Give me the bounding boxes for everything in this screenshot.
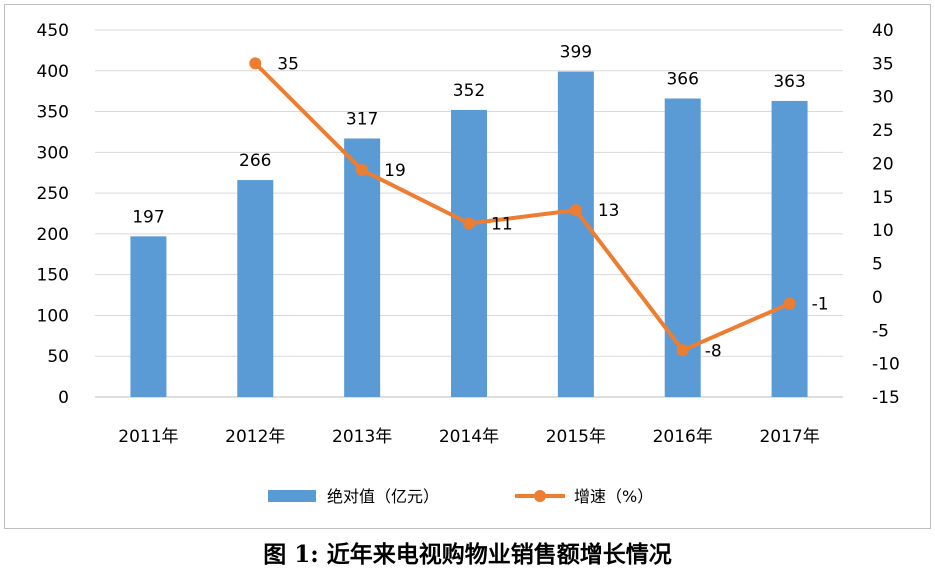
bar-data-label: 399 bbox=[560, 43, 592, 63]
left-axis-tick-label: 450 bbox=[37, 21, 69, 41]
line-data-label: 13 bbox=[598, 201, 620, 221]
bar bbox=[771, 100, 808, 397]
left-axis-tick-label: 350 bbox=[37, 103, 69, 123]
bar-data-label: 352 bbox=[453, 81, 485, 101]
figure-caption: 图 1: 近年来电视购物业销售额增长情况 bbox=[263, 541, 672, 568]
right-axis-tick-label: -15 bbox=[872, 388, 900, 408]
line-data-label: -8 bbox=[705, 341, 722, 361]
legend-swatch-point bbox=[534, 490, 546, 502]
right-axis-tick-label: 35 bbox=[872, 54, 894, 74]
right-axis-tick-label: 15 bbox=[872, 188, 894, 208]
x-axis-tick-label: 2015年 bbox=[546, 427, 606, 447]
x-axis-tick-label: 2011年 bbox=[118, 427, 178, 447]
left-axis-tick-label: 200 bbox=[37, 225, 69, 245]
line-series: 35 19 11 13 -8 -1 bbox=[249, 54, 829, 361]
line-data-label: 19 bbox=[384, 161, 406, 181]
line-point bbox=[676, 344, 689, 357]
chart-frame: 197 266 317 352 399 366 363 35 19 11 13 -8 -1 0 50 10… bbox=[4, 4, 931, 529]
left-axis-tick-label: 300 bbox=[37, 143, 69, 163]
left-axis-tick-label: 150 bbox=[37, 266, 69, 286]
right-axis-tick-label: 30 bbox=[872, 88, 894, 108]
line-data-label: 35 bbox=[277, 54, 299, 74]
bar bbox=[237, 180, 274, 397]
legend-swatch-bar bbox=[268, 490, 316, 502]
x-axis-tick-label: 2016年 bbox=[653, 427, 713, 447]
x-axis-tick-label: 2017年 bbox=[759, 427, 819, 447]
legend-label: 增速（%） bbox=[574, 487, 653, 506]
line-point bbox=[356, 164, 369, 177]
bar-series: 197 266 317 352 399 366 363 bbox=[130, 43, 808, 398]
left-axis-tick-label: 250 bbox=[37, 184, 69, 204]
x-axis-tick-label: 2014年 bbox=[439, 427, 499, 447]
left-axis-tick-label: 100 bbox=[37, 306, 69, 326]
bar bbox=[451, 109, 487, 398]
right-axis-ticks: -15 -10 -5 0 5 10 15 20 25 30 35 40 bbox=[872, 21, 900, 408]
bar-data-label: 317 bbox=[346, 109, 378, 129]
line-point bbox=[463, 217, 475, 230]
right-axis-tick-label: 0 bbox=[872, 288, 883, 308]
right-axis-tick-label: 10 bbox=[872, 221, 894, 241]
line-data-label: 11 bbox=[491, 215, 513, 235]
bar-data-label: 363 bbox=[773, 72, 805, 92]
bar bbox=[130, 236, 167, 397]
x-axis-ticks: 2011年 2012年 2013年 2014年 2015年 2016年 2017年 bbox=[118, 427, 819, 447]
right-axis-tick-label: 25 bbox=[872, 121, 894, 141]
line-data-label: -1 bbox=[812, 295, 829, 315]
left-axis-tick-label: 50 bbox=[47, 347, 69, 367]
legend-label: 绝对值（亿元） bbox=[327, 487, 439, 506]
bar-data-label: 366 bbox=[666, 70, 698, 90]
right-axis-tick-label: 40 bbox=[872, 21, 894, 41]
bar bbox=[557, 71, 594, 398]
bar-data-label: 197 bbox=[132, 207, 164, 227]
right-axis-tick-label: 20 bbox=[872, 154, 894, 174]
series-line bbox=[253, 61, 791, 353]
legend: 绝对值（亿元） 增速（%） bbox=[268, 487, 653, 506]
right-axis-tick-label: -10 bbox=[872, 355, 900, 375]
line-point bbox=[569, 204, 582, 217]
right-axis-tick-label: -5 bbox=[872, 321, 889, 341]
bar bbox=[344, 138, 381, 398]
line-point bbox=[783, 297, 796, 310]
x-axis-tick-label: 2013年 bbox=[332, 427, 392, 447]
right-axis-tick-label: 5 bbox=[872, 255, 883, 275]
left-axis-tick-label: 0 bbox=[58, 388, 69, 408]
bar-data-label: 266 bbox=[239, 151, 271, 171]
left-axis-ticks: 0 50 100 150 200 250 300 350 400 450 bbox=[37, 21, 69, 408]
x-axis-tick-label: 2012年 bbox=[225, 427, 285, 447]
left-axis-tick-label: 400 bbox=[37, 62, 69, 82]
line-point bbox=[249, 57, 262, 70]
